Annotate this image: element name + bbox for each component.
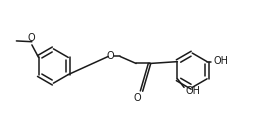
Text: OH: OH bbox=[213, 56, 228, 66]
Text: O: O bbox=[134, 93, 141, 103]
Text: OH: OH bbox=[185, 86, 201, 96]
Text: O: O bbox=[28, 32, 35, 43]
Text: O: O bbox=[107, 51, 115, 62]
